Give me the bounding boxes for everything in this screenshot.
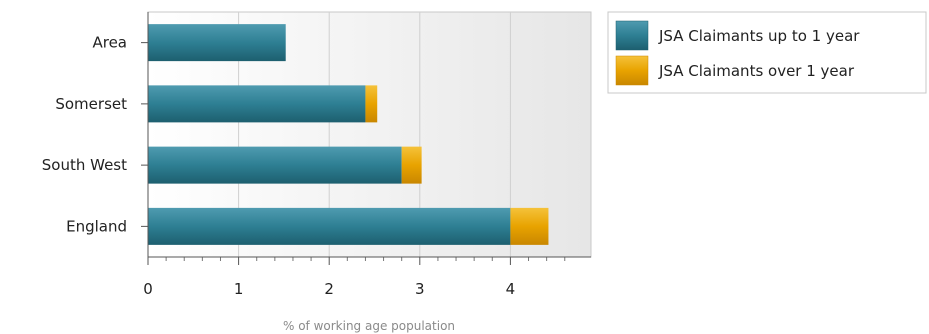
legend-swatch-up-to-1-year [615,20,649,51]
x-tick-label-1: 1 [234,280,244,298]
legend-label-over-1-year: JSA Claimants over 1 year [658,62,855,80]
x-tick-label-0: 0 [143,280,153,298]
bars [148,24,549,245]
bar-england-series-1 [510,207,549,245]
category-labels: Area Somerset South West England [42,34,127,236]
category-label-somerset: Somerset [55,95,127,113]
bar-england-series-0 [148,207,511,245]
category-label-area: Area [92,34,127,52]
legend-label-up-to-1-year: JSA Claimants up to 1 year [658,27,860,45]
bar-area-series-0 [148,24,286,62]
legend: JSA Claimants up to 1 year JSA Claimants… [607,11,927,94]
x-tick-label-3: 3 [415,280,425,298]
bar-south-west-series-0 [148,146,402,184]
x-tick-labels: 0 1 2 3 4 [143,280,515,298]
bar-somerset-series-0 [148,85,366,123]
bar-south-west-series-1 [401,146,422,184]
category-label-south-west: South West [42,156,127,174]
axes [141,12,591,265]
x-tick-label-2: 2 [324,280,334,298]
x-axis-title: % of working age population [283,319,455,333]
legend-swatch-over-1-year [615,55,649,86]
bar-somerset-series-1 [365,85,378,123]
category-label-england: England [66,217,127,235]
x-tick-label-4: 4 [506,280,516,298]
legend-box [607,11,927,94]
